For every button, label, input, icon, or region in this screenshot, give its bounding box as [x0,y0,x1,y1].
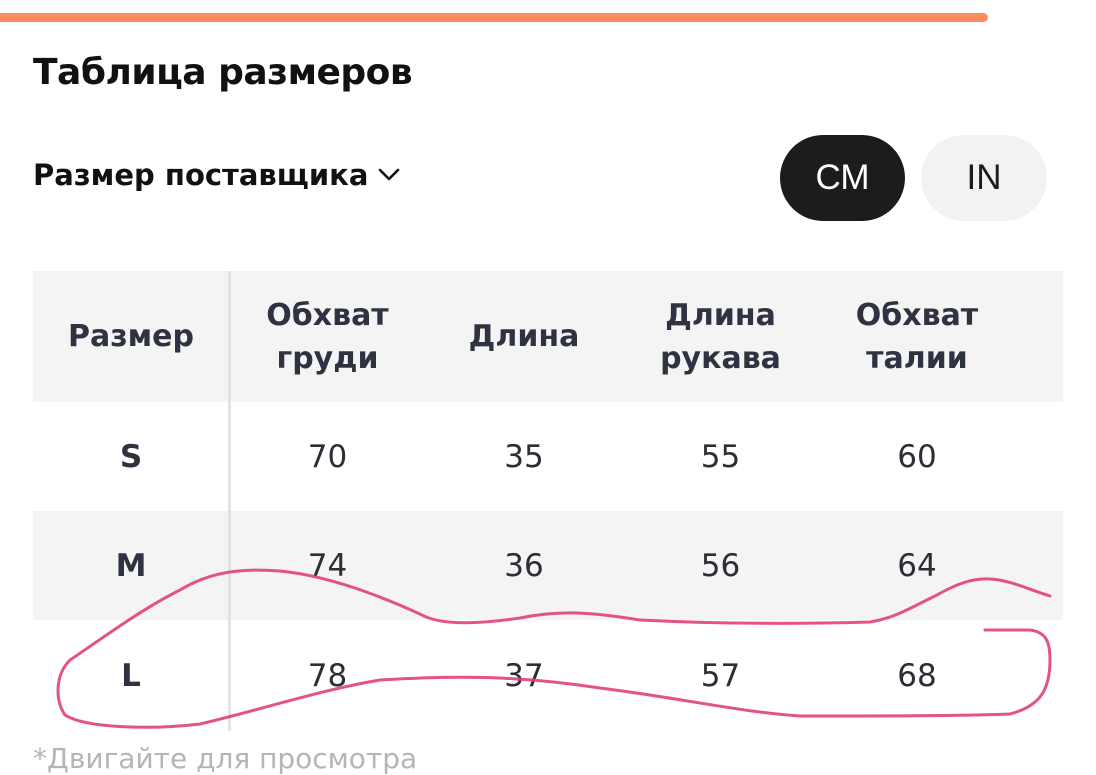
length-value: 37 [504,657,544,694]
header-sleeve-length: Длина рукава [660,297,781,376]
table-row: M 74 36 56 64 [33,511,1063,620]
size-column-divider [228,271,231,731]
size-table[interactable]: Размер Обхват груди Длина Длина рукава О… [33,271,1063,731]
length-value: 35 [504,438,544,475]
waist-value: 68 [897,657,937,694]
header-waist: Обхват талии [855,297,979,376]
chest-value: 78 [307,657,348,694]
progress-bar [0,13,988,22]
table-row: S 70 35 55 60 [33,402,1063,511]
size-label: M [115,547,147,584]
table-row: L 78 37 57 68 [33,620,1063,731]
length-value: 36 [504,547,544,584]
header-size: Размер [67,319,194,354]
waist-value: 60 [897,438,937,475]
header-chest: Обхват груди [266,297,389,376]
page-title: Таблица размеров [33,52,413,93]
size-label: L [121,657,141,694]
chest-value: 74 [307,547,348,584]
header-next-partial [1015,271,1063,402]
unit-cm-button[interactable]: СМ [780,135,905,221]
header-length: Длина [468,319,580,354]
size-label: S [119,438,143,475]
supplier-size-dropdown[interactable]: Размер поставщика [33,158,400,192]
chest-value: 70 [307,438,348,475]
sleeve-value: 57 [700,657,741,694]
unit-in-button[interactable]: IN [921,135,1047,221]
table-header-row: Размер Обхват груди Длина Длина рукава О… [33,271,1063,402]
scroll-hint: *Двигайте для просмотра [33,742,418,775]
supplier-size-label: Размер поставщика [33,158,369,192]
sleeve-value: 55 [700,438,741,475]
waist-value: 64 [897,547,937,584]
sleeve-value: 56 [700,547,741,584]
chevron-down-icon [378,168,400,182]
